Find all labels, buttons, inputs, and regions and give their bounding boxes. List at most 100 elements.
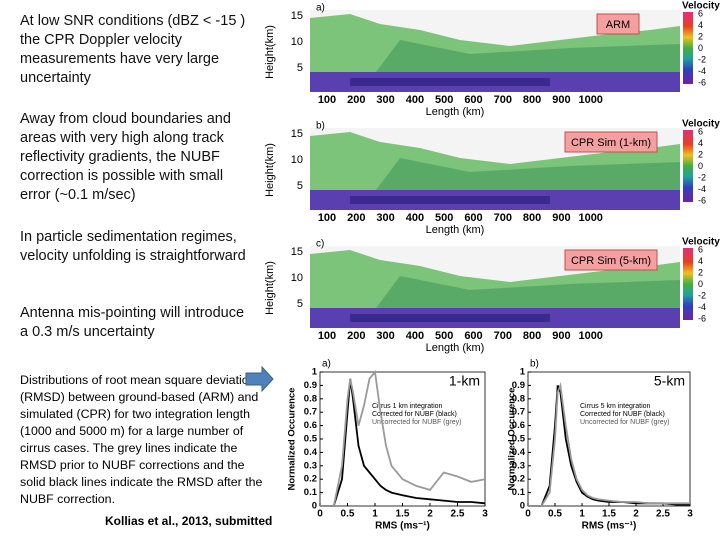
- x-axis-label: Length (km): [426, 224, 485, 236]
- y-tick-label: 0.4: [304, 447, 318, 458]
- colorbar: [683, 12, 693, 84]
- y-tick-label: 5: [297, 62, 303, 74]
- badge-label: CPR Sim (5-km): [571, 255, 651, 267]
- y-tick-label: 0.9: [512, 380, 525, 391]
- series-line: [528, 381, 690, 507]
- colorbar-tick-label: 6: [698, 8, 703, 18]
- y-tick-label: 0.3: [512, 460, 525, 471]
- citation: Kollias et al., 2013, submitted: [105, 514, 273, 528]
- colorbar-tick-label: 0: [698, 161, 703, 171]
- legend-entry: Uncorrected for NUBF (grey): [372, 419, 461, 426]
- y-tick-label: 0.4: [512, 447, 526, 458]
- panel-label: a): [316, 3, 325, 14]
- colorbar-tick-label: 6: [698, 244, 703, 254]
- colorbar-tick-label: 4: [698, 138, 703, 148]
- x-tick-label: 600: [464, 212, 482, 224]
- colorbar: [683, 248, 693, 320]
- x-axis-label: RMS (ms⁻¹): [375, 521, 430, 532]
- x-tick-label: 800: [523, 212, 541, 224]
- badge: [564, 249, 658, 271]
- x-tick-label: 0.5: [341, 509, 355, 520]
- radar-echo: [370, 40, 680, 80]
- x-axis-label: RMS (ms⁻¹): [582, 521, 637, 532]
- y-tick-label: 0.2: [304, 474, 317, 485]
- x-tick-label: 600: [464, 94, 482, 106]
- x-tick-label: 0: [317, 509, 323, 520]
- x-tick-label: 300: [376, 94, 394, 106]
- colorbar-tick-label: -6: [698, 77, 706, 87]
- y-tick-label: 0.6: [512, 420, 525, 431]
- y-tick-label: 5: [297, 298, 303, 310]
- colorbar-tick-label: -2: [698, 172, 706, 182]
- colorbar-tick-label: 6: [698, 126, 703, 136]
- colorbar-tick-label: 2: [698, 149, 703, 159]
- colorbar-tick-label: -6: [698, 313, 706, 323]
- x-tick-label: 100: [318, 94, 336, 106]
- x-axis-label: Length (km): [426, 106, 485, 118]
- x-tick-label: 1.5: [396, 509, 410, 520]
- y-tick-label: 15: [291, 10, 303, 22]
- badge: [596, 13, 640, 35]
- legend-title: Cirrus 1 km integration: [372, 403, 443, 410]
- x-tick-label: 400: [406, 94, 424, 106]
- x-tick-label: 3: [482, 509, 488, 520]
- x-tick-label: 700: [494, 94, 512, 106]
- y-axis-label: Height(km): [264, 261, 276, 315]
- panel-label: c): [316, 239, 324, 250]
- y-axis-label: Normalized Occurence: [287, 388, 298, 491]
- x-tick-label: 700: [494, 330, 512, 342]
- radar-rain: [350, 314, 550, 322]
- y-tick-label: 0.1: [512, 487, 526, 498]
- y-tick-label: 0.8: [512, 393, 525, 404]
- x-tick-label: 800: [523, 330, 541, 342]
- x-tick-label: 500: [435, 94, 453, 106]
- x-tick-label: 300: [376, 212, 394, 224]
- y-tick-label: 0: [520, 501, 525, 512]
- y-tick-label: 0.7: [512, 407, 525, 418]
- badge-label: CPR Sim (1-km): [571, 137, 651, 149]
- radar-echo: [370, 158, 680, 198]
- colorbar: [683, 130, 693, 202]
- y-tick-label: 1: [312, 367, 318, 378]
- y-tick-label: 10: [291, 154, 303, 166]
- tag: 1-km: [449, 373, 480, 389]
- tag: 5-km: [654, 373, 685, 389]
- y-axis-label: Normalized Occurence: [507, 388, 518, 491]
- panel-label: b): [316, 121, 325, 132]
- colorbar-tick-label: 2: [698, 267, 703, 277]
- colorbar-tick-label: -4: [698, 184, 706, 194]
- x-tick-label: 200: [347, 94, 365, 106]
- badge-label: ARM: [606, 19, 630, 31]
- legend-entry: Corrected for NUBF (black): [580, 411, 665, 418]
- y-tick-label: 0.6: [304, 420, 317, 431]
- colorbar-tick-label: 4: [698, 20, 703, 30]
- paragraph: Antenna mis-pointing will introduce a 0.…: [20, 305, 245, 340]
- y-tick-label: 15: [291, 128, 303, 140]
- paragraph: Away from cloud boundaries and areas wit…: [20, 111, 231, 203]
- legend-entry: Corrected for NUBF (black): [372, 411, 457, 418]
- x-tick-label: 200: [347, 330, 365, 342]
- x-tick-label: 1.5: [602, 509, 616, 520]
- radar-rain: [350, 196, 550, 204]
- colorbar-tick-label: -6: [698, 195, 706, 205]
- y-tick-label: 0.8: [304, 393, 317, 404]
- x-tick-label: 2: [633, 509, 639, 520]
- y-tick-label: 0.7: [304, 407, 317, 418]
- colorbar-tick-label: -2: [698, 290, 706, 300]
- plot-frame: [527, 371, 691, 507]
- colorbar-tick-label: -4: [698, 302, 706, 312]
- x-axis-label: Length (km): [426, 342, 485, 354]
- x-tick-label: 900: [552, 212, 570, 224]
- colorbar-tick-label: -4: [698, 66, 706, 76]
- y-tick-label: 1: [520, 367, 526, 378]
- caption: Distributions of root mean square deviat…: [20, 373, 263, 506]
- x-tick-label: 700: [494, 212, 512, 224]
- y-tick-label: 0.9: [304, 380, 317, 391]
- colorbar-title: Velocity: [682, 119, 720, 130]
- x-tick-label: 2: [427, 509, 433, 520]
- colorbar-tick-label: 0: [698, 43, 703, 53]
- x-tick-label: 200: [347, 212, 365, 224]
- x-tick-label: 400: [406, 212, 424, 224]
- x-tick-label: 100: [318, 212, 336, 224]
- y-tick-label: 10: [291, 272, 303, 284]
